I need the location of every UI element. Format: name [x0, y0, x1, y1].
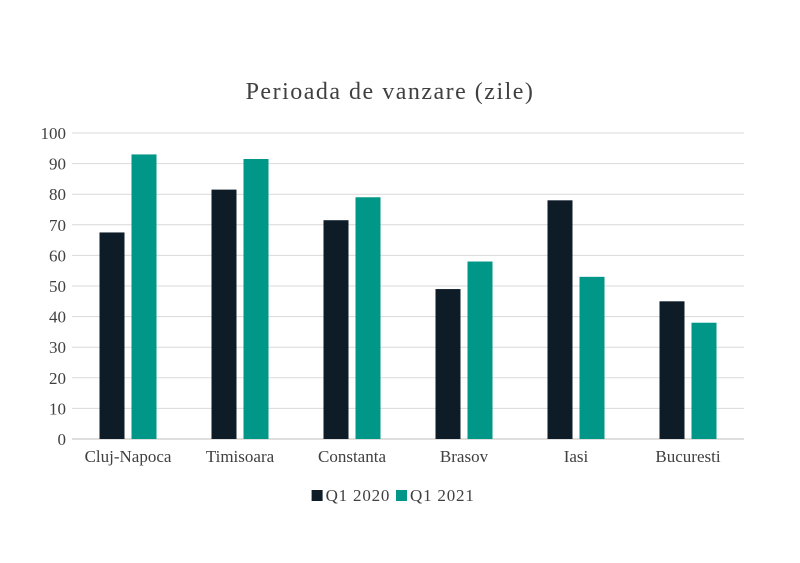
legend-swatch-series-2 — [396, 490, 407, 501]
bar-bucuresti-series-1 — [659, 301, 685, 439]
y-tick-label: 10 — [49, 399, 66, 418]
legend-label: Q1 2021 — [410, 486, 475, 505]
y-tick-label: 100 — [41, 124, 67, 143]
y-tick-label: 90 — [49, 155, 66, 174]
y-tick-label: 20 — [49, 369, 66, 388]
bar-iasi-series-1 — [547, 200, 573, 439]
x-tick-label: Bucuresti — [655, 447, 720, 466]
x-tick-label: Timisoara — [206, 447, 275, 466]
bar-constanta-series-2 — [355, 197, 381, 439]
bar-timisoara-series-2 — [243, 159, 269, 439]
bar-brasov-series-1 — [435, 289, 461, 439]
bars — [99, 154, 717, 440]
y-tick-label: 40 — [49, 308, 66, 327]
gridlines — [72, 132, 744, 440]
bar-cluj-napoca-series-2 — [131, 154, 157, 440]
legend-swatch-series-1 — [311, 490, 323, 501]
y-tick-label: 50 — [49, 277, 66, 296]
y-tick-label: 80 — [49, 185, 66, 204]
x-tick-label: Iasi — [564, 447, 589, 466]
y-tick-label: 0 — [58, 430, 67, 449]
legend-label: Q1 2020 — [326, 486, 391, 505]
y-tick-label: 60 — [49, 246, 66, 265]
y-tick-label: 30 — [49, 338, 66, 357]
bar-constanta-series-1 — [323, 220, 349, 439]
x-axis: Cluj-Napoca Timisoara Constanta Brasov Iasi B… — [85, 447, 721, 466]
bar-iasi-series-2 — [579, 276, 605, 439]
x-tick-label: Cluj-Napoca — [85, 447, 172, 466]
bar-bucuresti-series-2 — [691, 322, 717, 439]
y-axis: 0 10 20 30 40 50 60 70 80 90 100 — [41, 124, 67, 449]
x-tick-label: Constanta — [318, 447, 386, 466]
chart-title: Perioada de vanzare (zile) — [246, 79, 535, 105]
legend: Q1 2020 Q1 2021 — [311, 486, 475, 505]
bar-cluj-napoca-series-1 — [99, 232, 125, 439]
x-tick-label: Brasov — [440, 447, 489, 466]
bar-timisoara-series-1 — [211, 189, 237, 439]
y-tick-label: 70 — [49, 216, 66, 235]
bar-brasov-series-2 — [467, 261, 493, 439]
